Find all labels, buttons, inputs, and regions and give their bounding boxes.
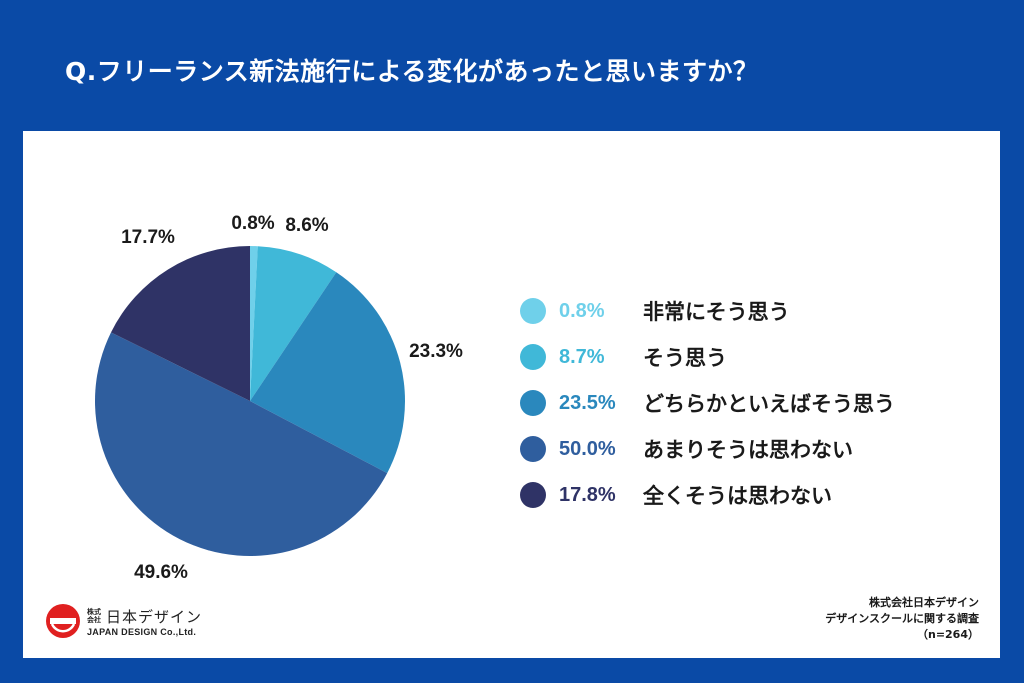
source-line-2: デザインスクールに関する調査	[825, 612, 979, 625]
pie-slice-0	[250, 246, 258, 401]
legend-value: 50.0%	[559, 437, 616, 460]
pie-slice-1	[250, 246, 337, 401]
logo-small-text: 株式会社	[87, 608, 101, 624]
legend-label: 非常にそう思う	[643, 300, 790, 324]
japan-design-logo-icon	[46, 604, 80, 638]
legend-value: 23.5%	[559, 391, 616, 414]
legend-value: 17.8%	[559, 483, 616, 506]
legend-item-0: 0.8% 非常にそう思う	[520, 288, 895, 334]
chart-panel: 0.8% 8.6% 23.3% 49.6% 17.7% 0.8% 非常にそう思う 8.7% そ…	[23, 131, 1000, 658]
legend-value: 0.8%	[559, 299, 605, 322]
pie-data-label-0: 0.8%	[231, 213, 274, 234]
pie-chart: 0.8% 8.6% 23.3% 49.6% 17.7%	[95, 213, 463, 583]
source-note: 株式会社日本デザイン デザインスクールに関する調査 （n=264）	[825, 595, 979, 643]
legend-label: そう思う	[643, 346, 727, 370]
legend-swatch-icon	[520, 390, 546, 416]
pie-data-label-3: 49.6%	[134, 562, 188, 583]
pie-data-label-4: 17.7%	[121, 227, 175, 248]
chart-legend: 0.8% 非常にそう思う 8.7% そう思う 23.5% どちらかといえばそう思う 50.0…	[520, 288, 895, 518]
source-line-3: （n=264）	[916, 628, 979, 641]
pie-data-label-1: 8.6%	[285, 215, 328, 236]
legend-swatch-icon	[520, 298, 546, 324]
legend-item-1: 8.7% そう思う	[520, 334, 895, 380]
legend-item-3: 50.0% あまりそうは思わない	[520, 426, 895, 472]
source-line-1: 株式会社日本デザイン	[869, 596, 979, 609]
legend-item-2: 23.5% どちらかといえばそう思う	[520, 380, 895, 426]
legend-swatch-icon	[520, 436, 546, 462]
pie-slice-2	[250, 272, 406, 474]
pie-slice-3	[95, 332, 388, 556]
company-logo: 株式会社 日本デザイン JAPAN DESIGN Co.,Ltd.	[45, 603, 202, 639]
logo-english-name: JAPAN DESIGN Co.,Ltd.	[87, 626, 197, 637]
legend-item-4: 17.8% 全くそうは思わない	[520, 472, 895, 518]
logo-name: 日本デザイン	[106, 607, 203, 626]
legend-value: 8.7%	[559, 345, 605, 368]
legend-label: どちらかといえばそう思う	[643, 392, 895, 416]
chart-title: Q.フリーランス新法施行による変化があったと思いますか？	[65, 57, 759, 86]
legend-label: 全くそうは思わない	[643, 484, 832, 508]
legend-swatch-icon	[520, 482, 546, 508]
legend-swatch-icon	[520, 344, 546, 370]
pie-data-label-2: 23.3%	[409, 341, 463, 362]
pie-slice-4	[111, 246, 251, 401]
legend-label: あまりそうは思わない	[643, 438, 853, 462]
